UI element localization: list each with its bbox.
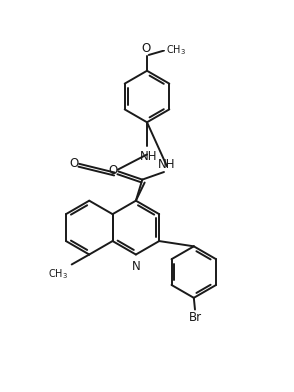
Text: Br: Br (188, 311, 202, 324)
Text: N: N (132, 260, 141, 273)
Text: O: O (69, 157, 78, 170)
Text: O: O (142, 42, 151, 55)
Text: CH$_3$: CH$_3$ (166, 44, 186, 58)
Text: CH$_3$: CH$_3$ (48, 267, 68, 281)
Text: O: O (108, 164, 118, 177)
Text: NH: NH (139, 150, 157, 163)
Text: NH: NH (158, 158, 176, 171)
